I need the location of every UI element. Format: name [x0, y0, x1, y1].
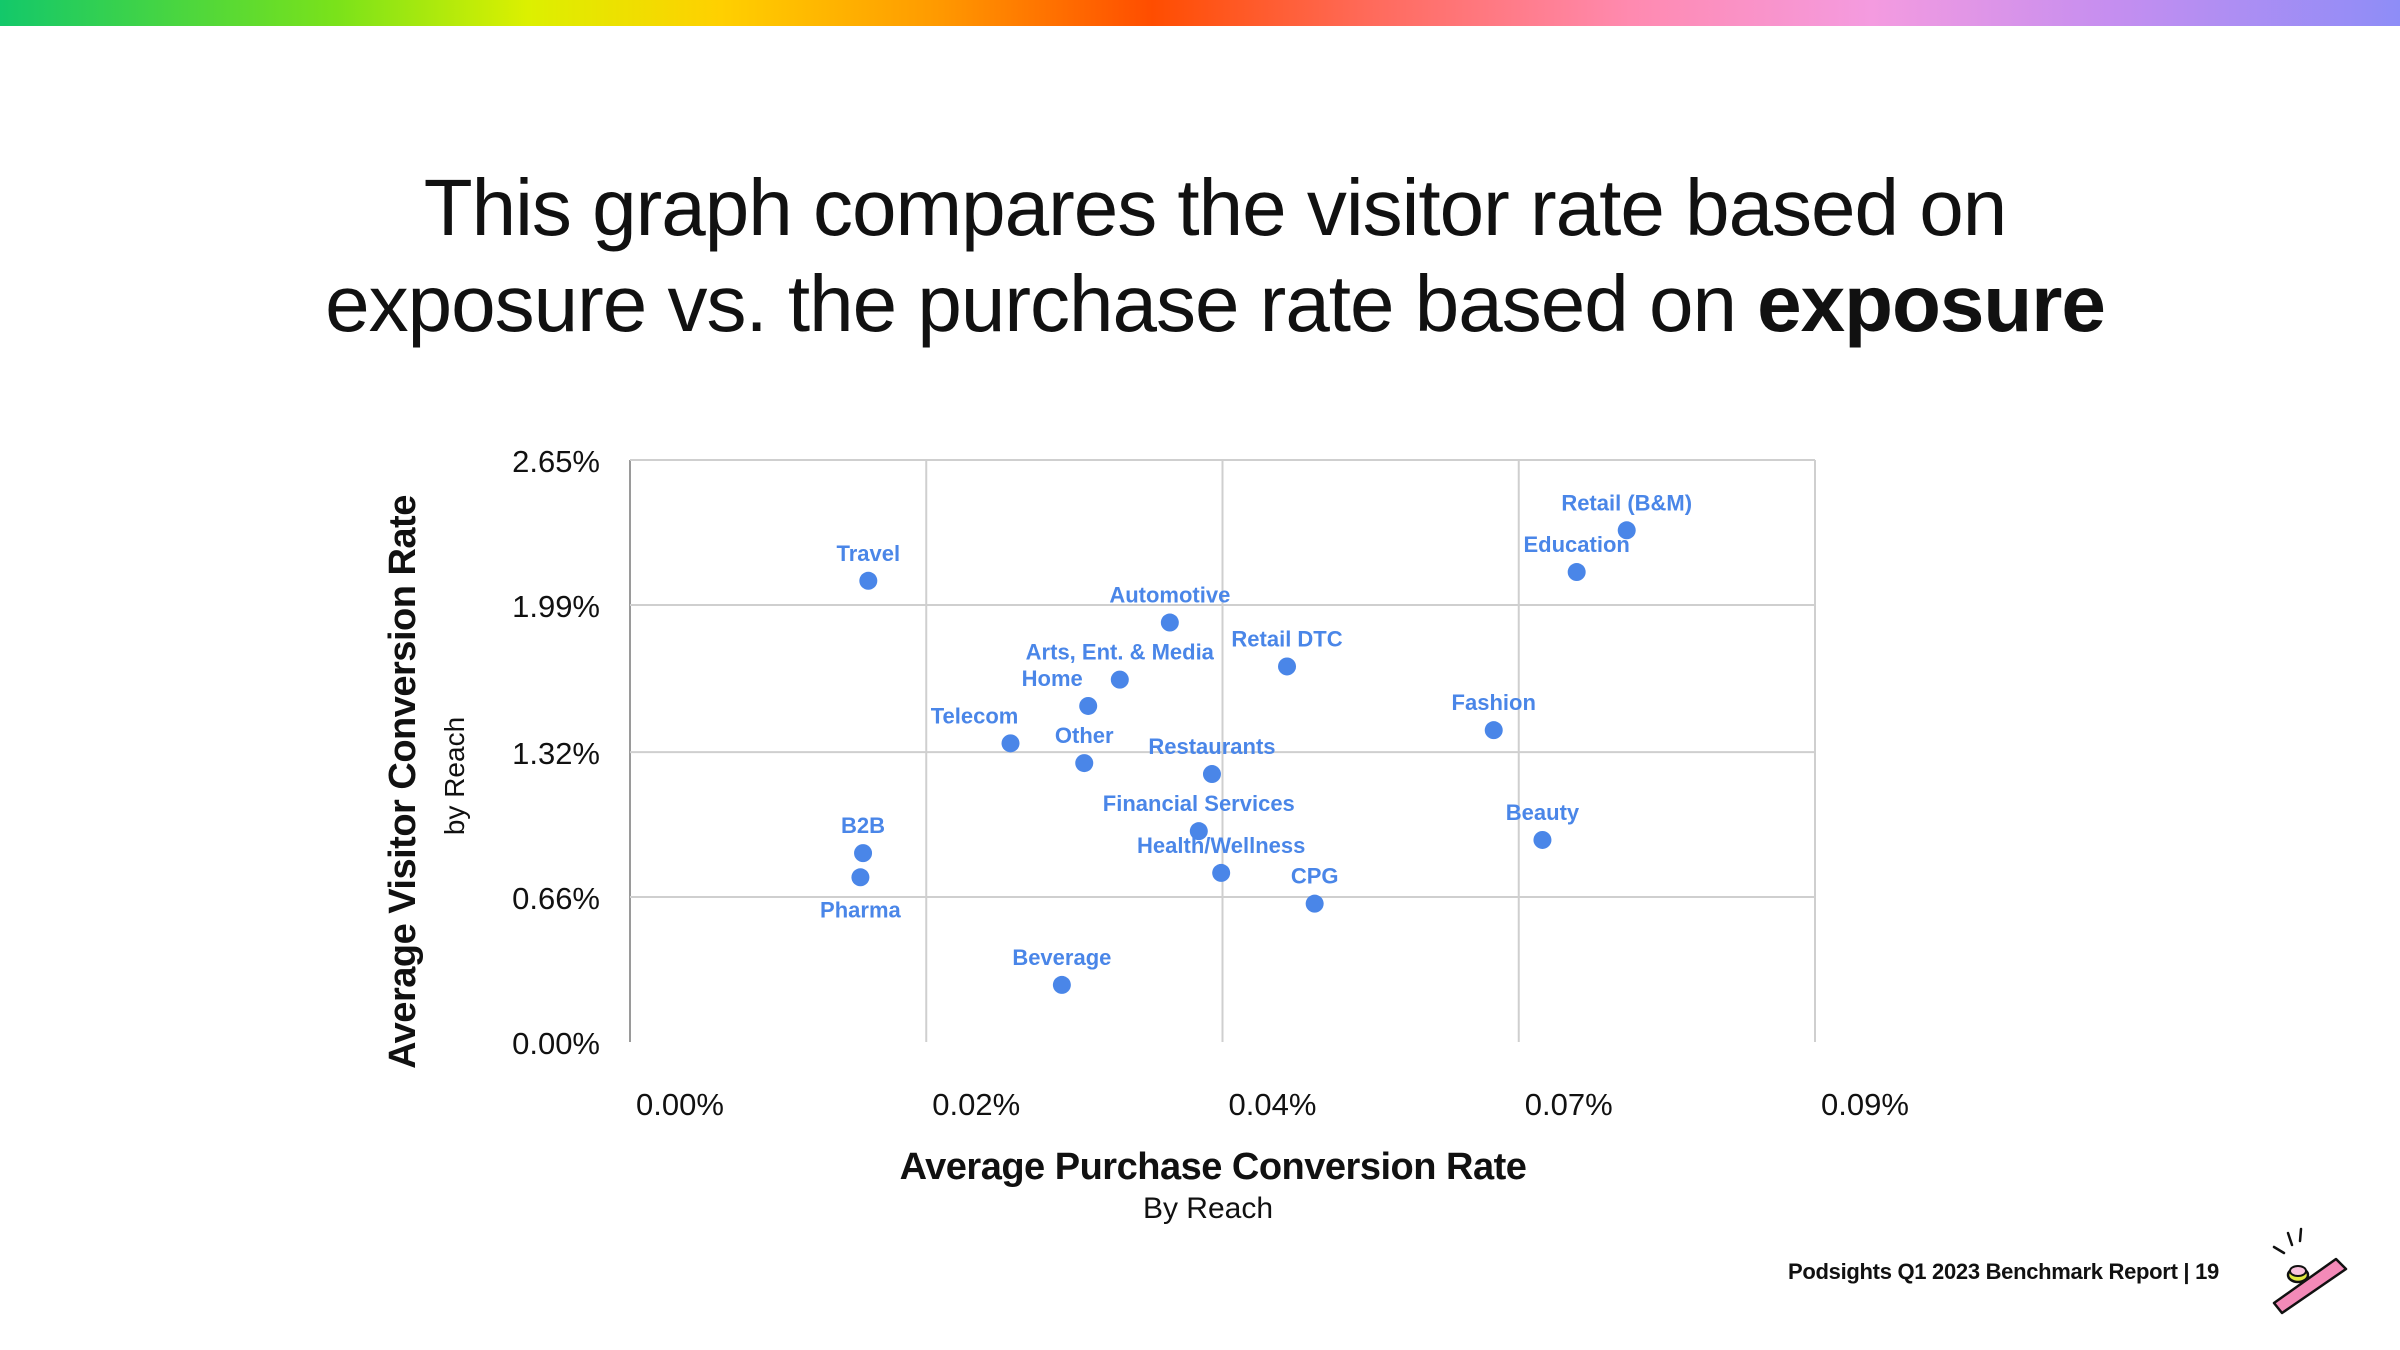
y-tick-label: 0.66% [512, 881, 600, 916]
data-point-label: Automotive [1109, 583, 1230, 608]
y-tick-label: 1.32% [512, 736, 600, 771]
data-point [854, 844, 873, 863]
title-line-1: This graph compares the visitor rate bas… [423, 163, 2008, 252]
x-tick-label: 0.09% [1821, 1087, 1909, 1122]
data-point [1052, 975, 1071, 994]
data-point [859, 571, 878, 590]
chart-grid [629, 459, 1816, 1042]
title-line-2: exposure vs. the purchase rate based on … [0, 256, 2400, 352]
data-point-label: Financial Services [1103, 791, 1295, 816]
data-point [1617, 521, 1636, 540]
x-tick-label: 0.00% [636, 1087, 724, 1122]
data-point-label: Other [1055, 723, 1114, 748]
data-point-label: Restaurants [1148, 734, 1275, 759]
data-point [1001, 734, 1020, 753]
data-point-label: Travel [837, 541, 901, 566]
data-point-label: B2B [841, 813, 885, 838]
x-tick-label: 0.07% [1525, 1087, 1613, 1122]
data-point-label: Beverage [1012, 945, 1111, 970]
data-point-label: Health/Wellness [1137, 833, 1305, 858]
data-point [1212, 863, 1231, 882]
y-axis-ticks: 0.00% 0.66% 1.32% 1.99% 2.65% [512, 444, 600, 1061]
data-point [1160, 613, 1179, 632]
data-point-label: Education [1524, 532, 1630, 557]
data-point-label: CPG [1291, 864, 1339, 889]
y-axis-subtitle: by Reach [439, 717, 470, 835]
data-point-label: Beauty [1506, 800, 1580, 825]
sparkle-stick-icon [2272, 1227, 2348, 1315]
data-point-label: Retail DTC [1231, 626, 1342, 651]
data-point [1110, 670, 1129, 689]
data-point-label: Retail (B&M) [1561, 490, 1692, 515]
y-tick-label: 2.65% [512, 444, 600, 479]
data-point-label: Pharma [820, 897, 901, 922]
data-point [1533, 830, 1552, 849]
page-title: This graph compares the visitor rate bas… [0, 160, 2400, 352]
y-axis-title: Average Visitor Conversion Rate [382, 495, 424, 1069]
x-axis-ticks: 0.00% 0.02% 0.04% 0.07% 0.09% [636, 1087, 1909, 1122]
x-tick-label: 0.02% [932, 1087, 1020, 1122]
data-point-label: Home [1022, 666, 1083, 691]
y-tick-label: 1.99% [512, 589, 600, 624]
footer-report-label: Podsights Q1 2023 Benchmark Report | 19 [1788, 1259, 2219, 1284]
x-axis-title: Average Purchase Conversion Rate [900, 1146, 1527, 1188]
data-point [1079, 696, 1098, 715]
data-point-label: Fashion [1452, 690, 1536, 715]
y-tick-label: 0.00% [512, 1026, 600, 1061]
data-point-label: Arts, Ent. & Media [1026, 640, 1215, 665]
x-tick-label: 0.04% [1229, 1087, 1317, 1122]
title-line-2-bold: exposure [1757, 259, 2106, 348]
x-axis-subtitle: By Reach [1143, 1192, 1273, 1225]
data-point [1305, 894, 1324, 913]
data-point [851, 868, 870, 887]
data-point [1484, 721, 1503, 740]
data-point [1075, 754, 1094, 773]
data-point-label: Telecom [931, 703, 1019, 728]
data-point [1278, 657, 1297, 676]
data-point [1202, 765, 1221, 784]
title-line-2-text: exposure vs. the purchase rate based on [325, 259, 1758, 348]
data-points [851, 521, 1636, 994]
rainbow-top-bar [0, 0, 2400, 26]
data-point [1189, 822, 1208, 841]
data-point [1567, 563, 1586, 582]
